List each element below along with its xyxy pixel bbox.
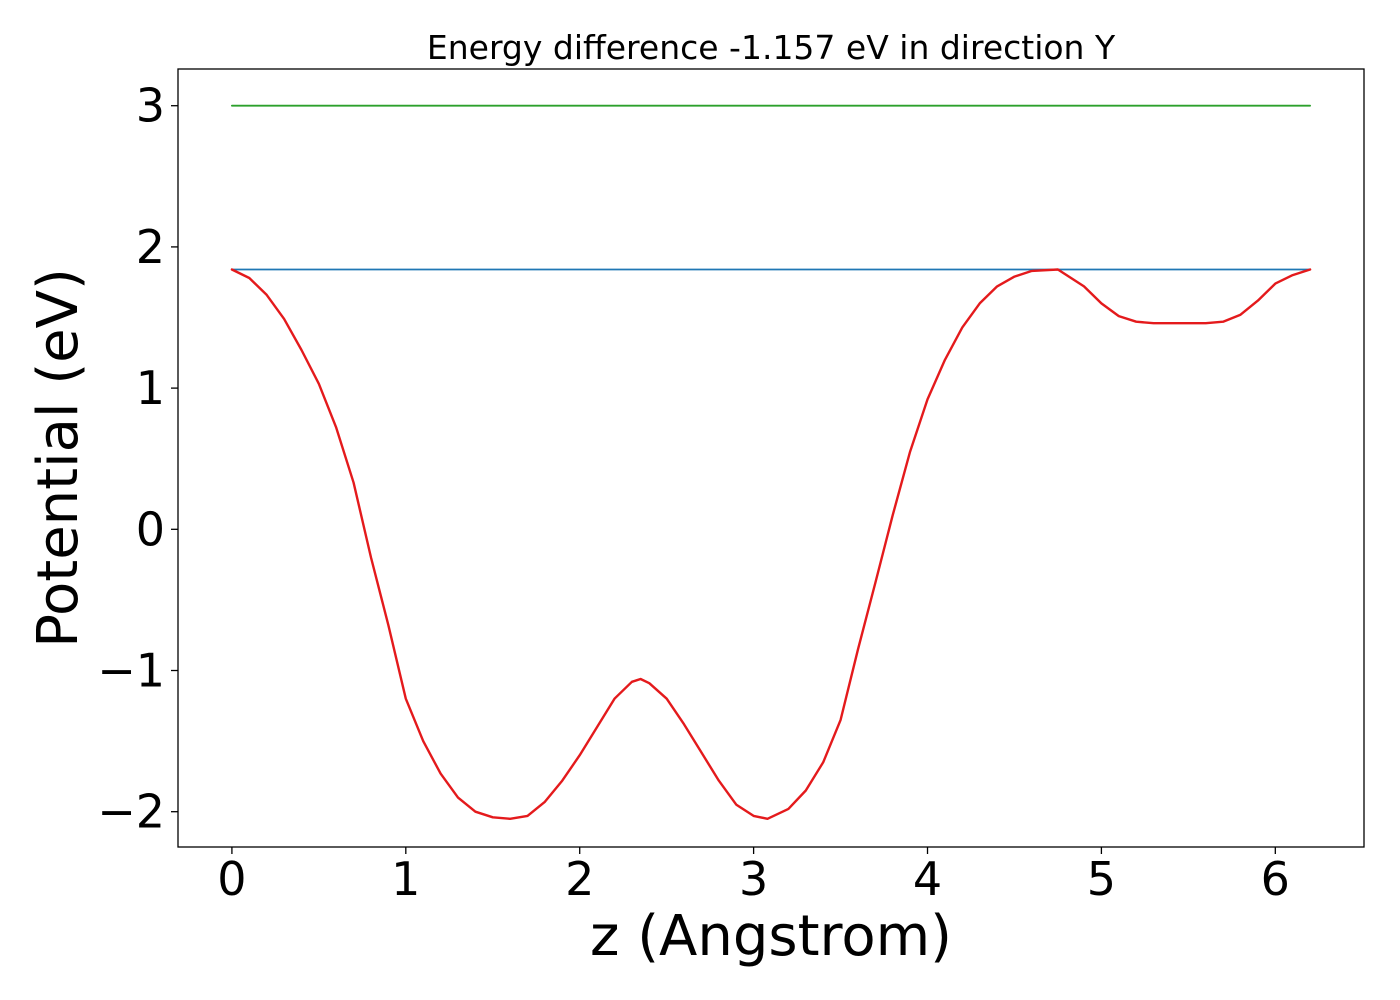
y-axis-label: Potential (eV) xyxy=(26,268,91,648)
x-tick-label: 4 xyxy=(913,852,942,906)
y-tick-label: 3 xyxy=(136,79,165,133)
chart-title: Energy difference -1.157 eV in direction… xyxy=(427,28,1116,67)
x-tick-label: 0 xyxy=(217,852,246,906)
x-tick-label: 2 xyxy=(565,852,594,906)
x-tick-label: 3 xyxy=(739,852,768,906)
plot-area-frame xyxy=(177,68,1365,848)
x-tick-label: 5 xyxy=(1087,852,1116,906)
x-tick-label: 1 xyxy=(391,852,420,906)
x-axis-label: z (Angstrom) xyxy=(590,904,952,969)
series-line-2 xyxy=(230,268,1312,820)
y-tick-label: 0 xyxy=(136,502,165,556)
y-tick-label: 1 xyxy=(136,361,165,415)
x-tick-label: 6 xyxy=(1261,852,1290,906)
y-tick-label: −1 xyxy=(97,644,165,698)
y-tick-label: −2 xyxy=(97,785,165,839)
series-layer xyxy=(230,104,1312,820)
y-tick-label: 2 xyxy=(136,220,165,274)
y-axis-ticks: −2 −1 0 1 2 3 xyxy=(97,79,178,839)
x-axis-ticks: 0 1 2 3 4 5 6 xyxy=(217,847,1290,906)
